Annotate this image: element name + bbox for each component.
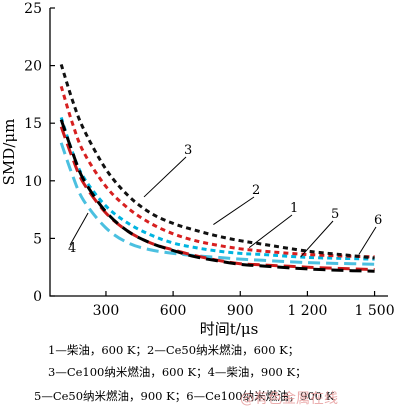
x-tick-label: 900: [227, 303, 254, 319]
leader-line: [69, 212, 89, 246]
curve-label: 4: [68, 241, 76, 256]
y-tick-label: 10: [24, 174, 42, 190]
y-tick-label: 25: [24, 1, 42, 17]
y-tick-label: 5: [33, 231, 42, 247]
chart-area: 0 5 10 15 20 25 300 600 900 1 200 1 500 SMD/μm 时间t/μ…: [0, 1, 395, 338]
y-tick-label: 15: [24, 116, 42, 132]
legend: 1—柴油，600 K；2—Ce50纳米燃油，600 K； 3—Ce100纳米燃油…: [0, 338, 400, 410]
series-line-6: [59, 119, 375, 273]
x-tick-label: 300: [93, 303, 120, 319]
series-line-5: [59, 126, 375, 271]
series-line-4: [59, 142, 375, 266]
x-axis-title: 时间t/μs: [200, 320, 259, 338]
y-tick-label: 0: [33, 289, 42, 305]
x-tick-label: 1 500: [355, 303, 395, 319]
leader-line: [358, 226, 377, 255]
legend-line-3: 5—Ce50纳米燃油，900 K；6—Ce100纳米燃油，900 K: [34, 389, 335, 403]
watermark: @有色金属在线: [240, 391, 338, 407]
leader-line: [300, 220, 334, 258]
x-tick-label: 600: [160, 303, 187, 319]
curve-label: 1: [290, 201, 298, 216]
series-line-1: [59, 116, 375, 261]
x-tick-label: 1 200: [287, 303, 327, 319]
labels-layer: 3 2 1 5 6 4: [68, 143, 382, 258]
curve-label: 2: [252, 183, 260, 198]
curve-label: 3: [184, 143, 192, 158]
y-tick-label: 20: [24, 59, 42, 75]
y-axis-title: SMD/μm: [0, 119, 18, 186]
leader-line: [213, 196, 255, 225]
series-line-3: [59, 63, 375, 260]
curve-label: 6: [374, 213, 382, 228]
leader-line: [143, 156, 187, 198]
curve-label: 5: [331, 207, 339, 222]
legend-line-2: 3—Ce100纳米燃油，600 K；4—柴油，900 K；: [48, 365, 307, 379]
leader-line: [248, 214, 293, 249]
legend-line-1: 1—柴油，600 K；2—Ce50纳米燃油，600 K；: [48, 343, 300, 357]
curves-layer: [59, 63, 375, 273]
